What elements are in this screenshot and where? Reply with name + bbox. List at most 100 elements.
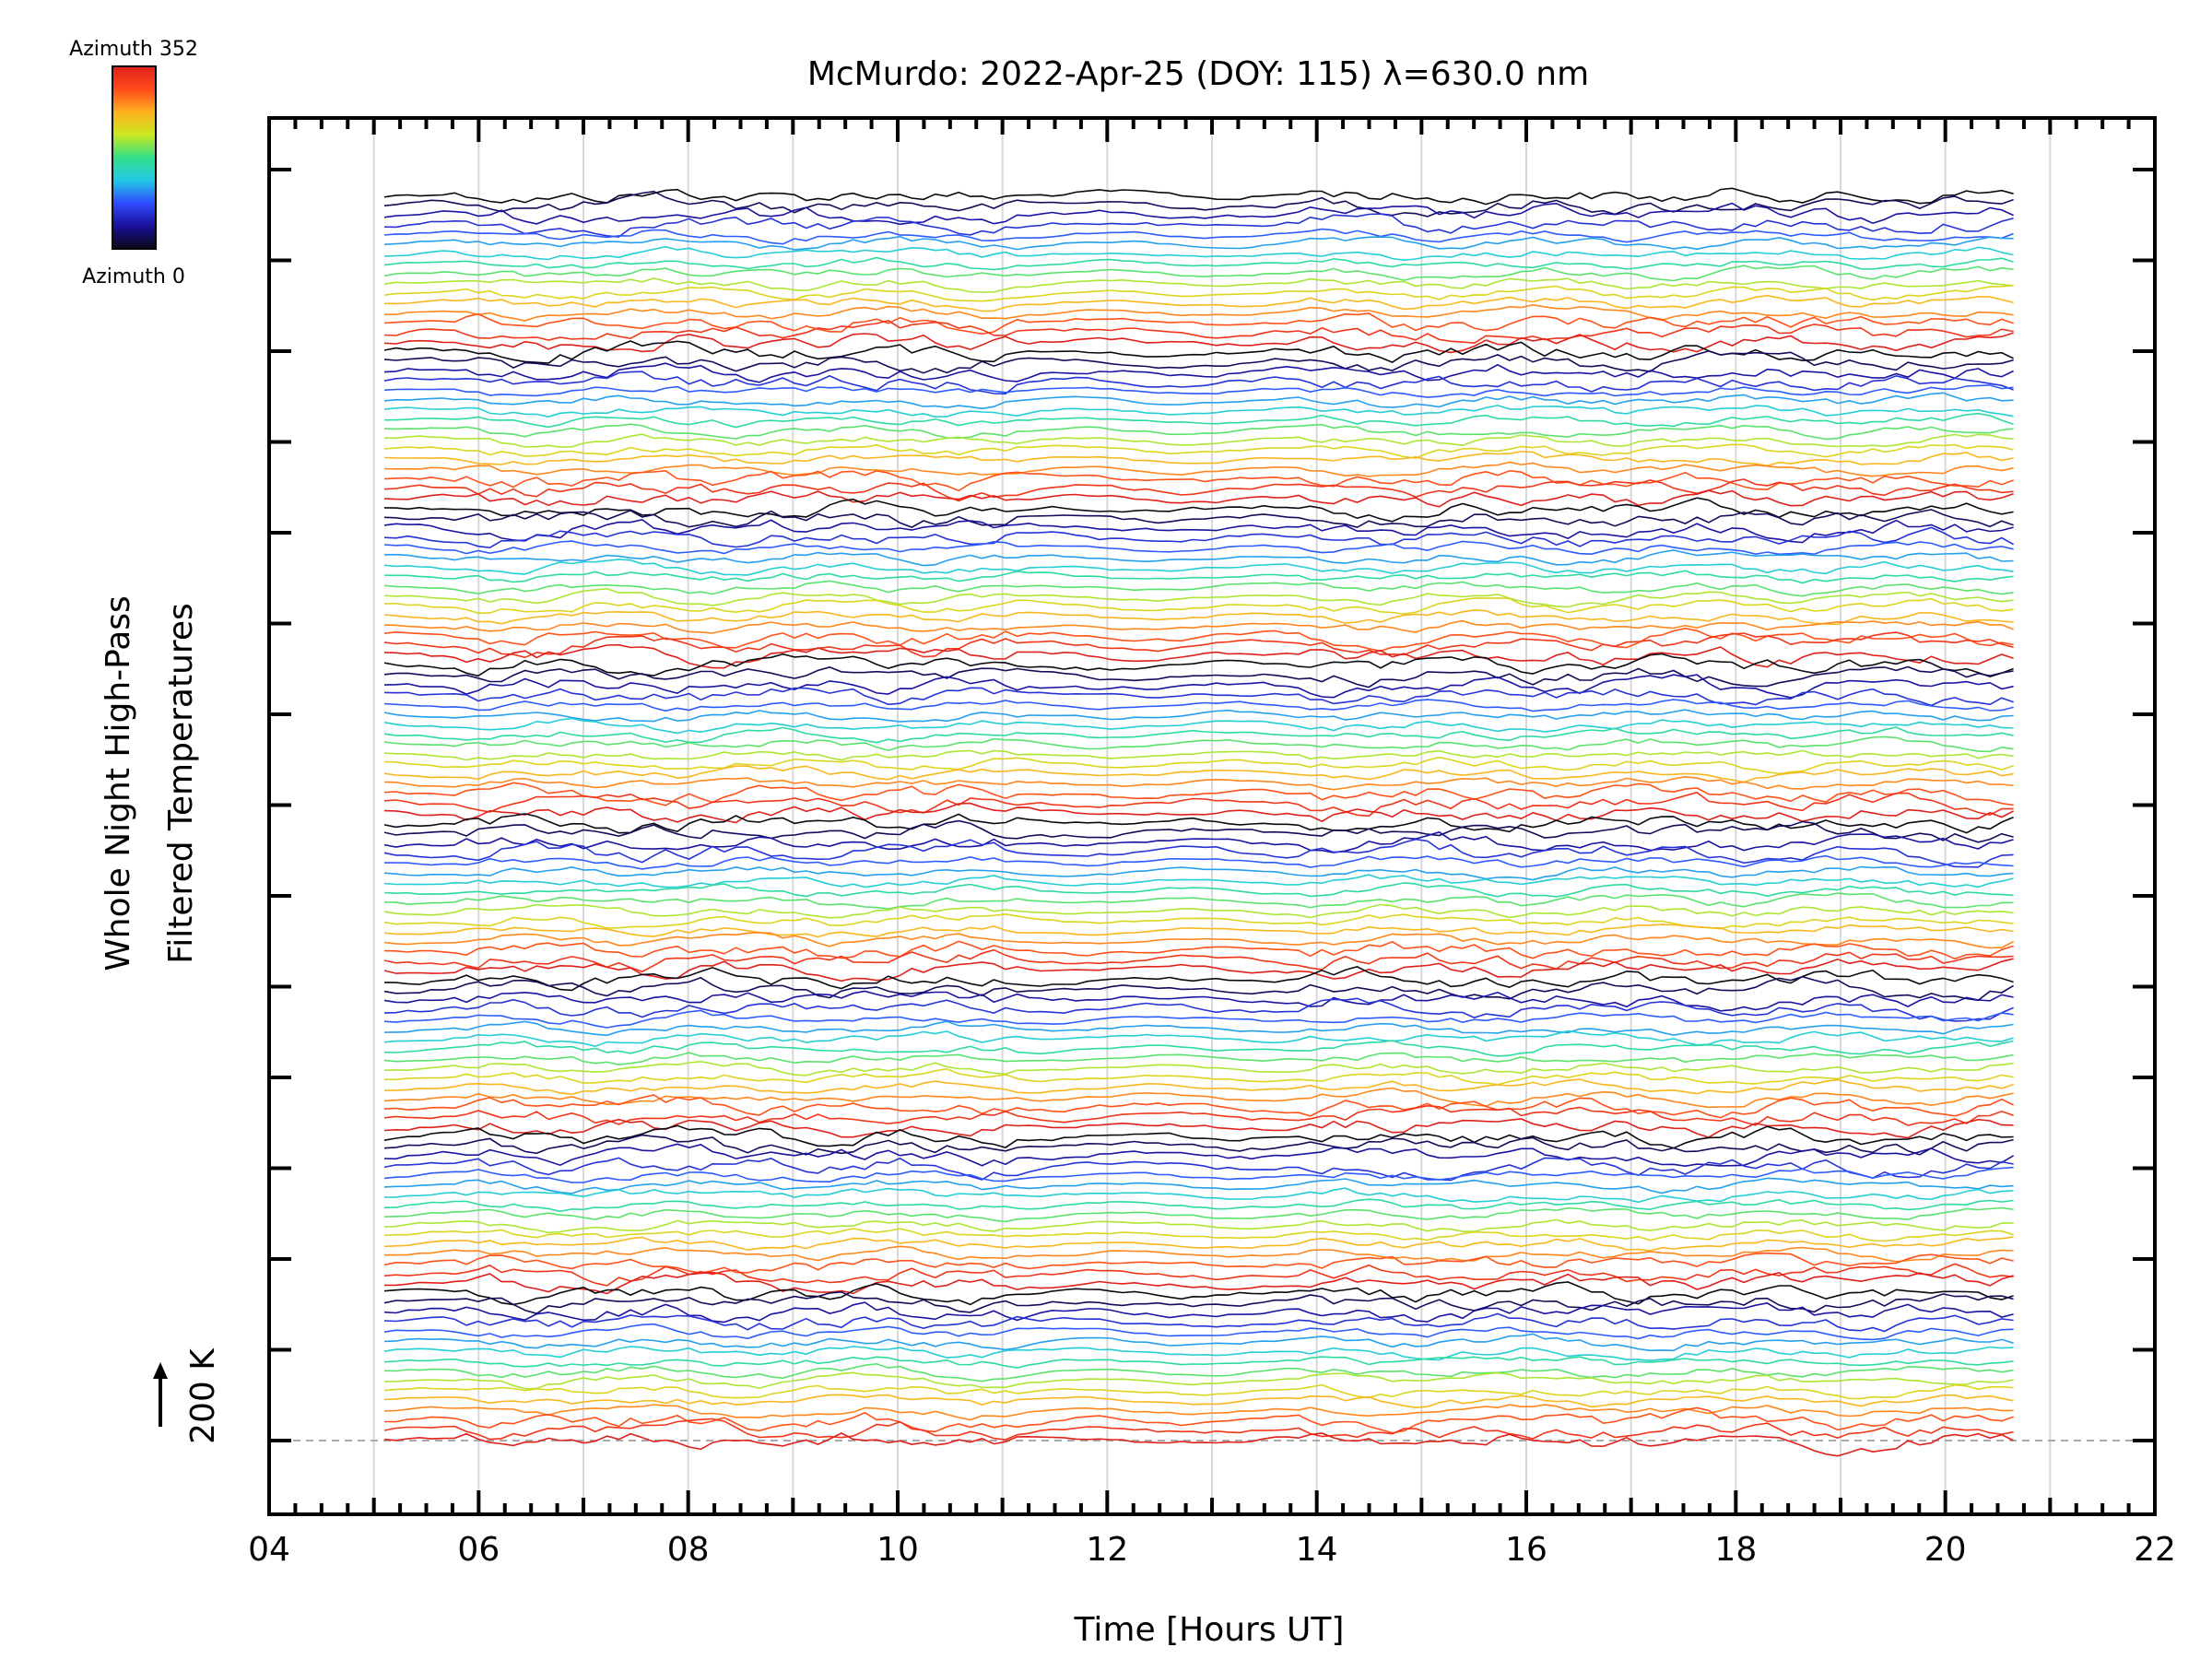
series-line: [383, 1218, 2014, 1234]
chart-title: McMurdo: 2022-Apr-25 (DOY: 115) λ=630.0 …: [807, 55, 1589, 93]
series-line: [383, 958, 2014, 982]
series-line: [384, 1271, 2014, 1295]
series-line: [383, 802, 2014, 824]
series-line: [383, 924, 2014, 938]
series-line: [383, 854, 2014, 870]
series-line: [383, 1087, 2014, 1109]
series-line: [383, 997, 2014, 1022]
series-line: [383, 350, 2014, 374]
series-line: [383, 948, 2014, 972]
series-line: [383, 320, 2014, 345]
series-line: [383, 213, 2014, 238]
series-line: [383, 489, 2014, 508]
series-line: [383, 1281, 2014, 1306]
series-line: [383, 931, 2014, 949]
series-line: [383, 1078, 2014, 1096]
series-line: [383, 1346, 2014, 1362]
series-lines: [383, 187, 2015, 1457]
series-line: [383, 587, 2014, 608]
series-line: [383, 256, 2014, 271]
series-line: [383, 190, 2014, 218]
series-line: [383, 332, 2014, 354]
series-line: [383, 540, 2014, 556]
series-line: [383, 1263, 2014, 1287]
series-line: [383, 412, 2014, 429]
series-line: [383, 1383, 2014, 1400]
series-line: [383, 940, 2014, 960]
series-line: [383, 830, 2014, 853]
series-line: [383, 443, 2014, 460]
series-line: [383, 1177, 2014, 1194]
colorbar: Azimuth 352 Azimuth 0: [69, 38, 198, 288]
x-tick-label: 06: [457, 1531, 500, 1569]
series-line: [383, 312, 2014, 335]
series-line: [383, 284, 2014, 302]
axes: [267, 116, 2157, 1516]
x-tick-label: 16: [1505, 1531, 1547, 1569]
series-line: [383, 526, 2014, 549]
series-line: [383, 1236, 2014, 1252]
series-line: [383, 519, 2014, 544]
series-line: [383, 1020, 2014, 1037]
series-line: [383, 1009, 2014, 1029]
x-tick-label: 20: [1924, 1531, 1967, 1569]
series-line: [383, 975, 2015, 1002]
series-line: [383, 405, 2014, 418]
series-line: [383, 1187, 2014, 1204]
series-line: [383, 775, 2014, 791]
series-line: [383, 580, 2014, 597]
series-line: [383, 665, 2014, 688]
series-line: [383, 1094, 2014, 1119]
y-axis-label-line2: Filtered Temperatures: [162, 603, 200, 964]
series-line: [383, 819, 2014, 843]
series-line: [383, 509, 2014, 529]
series-line: [383, 559, 2014, 576]
series-line: [383, 1067, 2014, 1086]
series-line: [383, 717, 2014, 735]
series-line: [383, 362, 2014, 383]
series-line: [383, 1301, 2014, 1324]
series-line: [383, 461, 2014, 477]
series-line: [383, 1118, 2014, 1139]
series-line: [383, 1052, 2014, 1066]
series-line: [383, 1206, 2014, 1223]
series-line: [383, 813, 2014, 834]
series-line: [383, 865, 2014, 881]
series-line: [383, 1030, 2014, 1048]
series-line: [383, 1228, 2014, 1242]
x-tick-label: 14: [1296, 1531, 1338, 1569]
series-line: [383, 596, 2014, 616]
series-line: [383, 1323, 2014, 1341]
series-line: [383, 570, 2014, 584]
series-line: [383, 1060, 2014, 1077]
series-line: [384, 303, 2014, 322]
y-axis-label-line1: Whole Night High-Pass: [100, 595, 137, 971]
series-line: [383, 202, 2014, 226]
series-line: [383, 469, 2014, 492]
series-line: [383, 882, 2014, 898]
series-line: [383, 619, 2014, 634]
series-line: [383, 735, 2014, 753]
series-line: [383, 699, 2014, 712]
series-line: [383, 1134, 2014, 1156]
series-line: [383, 384, 2014, 398]
series-line: [383, 1356, 2014, 1369]
x-tick-label: 12: [1086, 1531, 1128, 1569]
series-line: [383, 1312, 2014, 1333]
series-line: [383, 1104, 2014, 1126]
series-line: [383, 1362, 2014, 1382]
series-line: [383, 608, 2014, 626]
x-tick-label: 08: [667, 1531, 710, 1569]
series-line: [383, 838, 2014, 868]
x-tick-labels: 04 06 08 10 12 14 16 18 20 22: [248, 1531, 2176, 1569]
series-line: [383, 392, 2014, 410]
series-line: [383, 627, 2014, 653]
series-line: [383, 265, 2014, 282]
series-line: [383, 235, 2014, 251]
series-line: [383, 277, 2014, 293]
x-axis-label: Time [Hours UT]: [1074, 1611, 1345, 1649]
series-line: [383, 1418, 2014, 1441]
series-line: [383, 371, 2014, 395]
colorbar-top-label: Azimuth 352: [69, 38, 198, 61]
